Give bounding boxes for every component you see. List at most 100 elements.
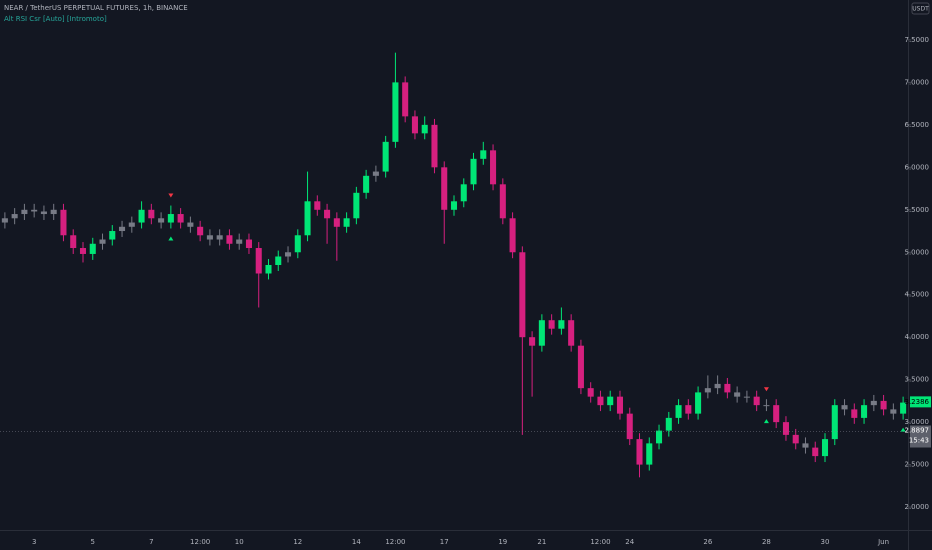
- buy-signal: [168, 236, 174, 241]
- x-tick-label: 12: [293, 538, 302, 546]
- candle-body: [158, 218, 165, 223]
- candle-body: [363, 175, 370, 193]
- indicator-name: Alt RSI Csr [Auto] [Intromoto]: [4, 15, 107, 23]
- candle-body: [206, 235, 213, 240]
- candle-body: [353, 192, 360, 219]
- candle-body: [411, 116, 418, 134]
- y-tick-label: 2.0000: [905, 503, 930, 511]
- candle-body: [314, 201, 321, 210]
- last-price-label: 3.2386: [905, 398, 930, 406]
- candle-body: [812, 447, 819, 457]
- y-tick-label: 5.5000: [905, 206, 930, 214]
- candle-body: [548, 320, 555, 329]
- candle-body: [626, 413, 633, 440]
- candle-body: [343, 218, 350, 227]
- candle-body: [324, 209, 331, 219]
- candle-body: [724, 383, 731, 393]
- x-tick-label: 26: [703, 538, 712, 546]
- x-tick-label: 12:00: [385, 538, 405, 546]
- candle-body: [636, 439, 643, 465]
- candle-body: [841, 405, 848, 410]
- candle-body: [802, 443, 809, 448]
- candle-body: [167, 214, 174, 223]
- y-tick-label: 4.0000: [905, 333, 930, 341]
- candle-body: [656, 430, 663, 444]
- y-tick-label: 3.5000: [905, 376, 930, 384]
- candle-body: [304, 201, 311, 236]
- candle-body: [890, 409, 897, 414]
- candle-body: [460, 184, 467, 202]
- candle-body: [60, 209, 67, 236]
- candle-body: [89, 243, 96, 254]
- candle-body: [665, 417, 672, 431]
- candle-body: [470, 158, 477, 185]
- candle-body: [616, 396, 624, 414]
- x-tick-label: 3: [32, 538, 36, 546]
- candle-body: [675, 405, 682, 418]
- candle-body: [70, 235, 77, 249]
- candle-body: [31, 209, 38, 212]
- x-tick-label: 5: [91, 538, 95, 546]
- candle-body: [402, 82, 409, 117]
- last-price-badge: [910, 396, 931, 408]
- x-tick-label: 28: [762, 538, 771, 546]
- candle-body: [226, 235, 233, 244]
- candle-body: [490, 150, 497, 185]
- countdown-label: 15:43: [909, 436, 929, 444]
- candle-body: [734, 392, 741, 397]
- candle-body: [216, 235, 223, 240]
- y-tick-label: 5.0000: [905, 248, 930, 256]
- candle-body: [568, 320, 575, 346]
- candle-body: [773, 405, 780, 423]
- candle-body: [21, 209, 28, 215]
- candle-body: [577, 345, 584, 389]
- y-tick-label: 6.0000: [905, 163, 930, 171]
- candle-body: [685, 405, 692, 414]
- candle-body: [499, 184, 506, 219]
- candle-body: [753, 396, 760, 406]
- candle-body: [880, 400, 887, 410]
- sell-signal: [168, 193, 174, 198]
- candle-body: [40, 211, 47, 215]
- chart-title: NEAR / TetherUS PERPETUAL FUTURES, 1h, B…: [4, 4, 188, 12]
- y-tick-label: 3.0000: [905, 418, 930, 426]
- candle-body: [831, 405, 838, 440]
- candle-body: [382, 141, 389, 172]
- candle-body: [743, 396, 750, 398]
- candle-body: [138, 209, 145, 223]
- candle-body: [187, 222, 194, 227]
- candle-body: [607, 396, 614, 406]
- candle-body: [870, 400, 877, 406]
- candle-body: [421, 124, 428, 134]
- candle-body: [704, 388, 711, 393]
- candle-body: [255, 248, 262, 274]
- y-tick-label: 2.5000: [905, 461, 930, 469]
- candle-body: [372, 171, 379, 176]
- candle-body: [763, 405, 770, 407]
- candle-body: [333, 218, 340, 227]
- candle-body: [99, 239, 106, 244]
- candle-body: [294, 235, 301, 253]
- candle-body: [79, 248, 87, 254]
- candle-body: [441, 167, 448, 210]
- x-tick-label: 12:00: [590, 538, 610, 546]
- candle-body: [50, 209, 57, 215]
- candle-body: [538, 320, 545, 346]
- candle-body: [128, 222, 135, 227]
- candle-body: [782, 422, 789, 435]
- candle-body: [119, 226, 126, 232]
- x-tick-label: 7: [149, 538, 153, 546]
- x-tick-label: 14: [352, 538, 361, 546]
- candle-body: [558, 320, 565, 329]
- reference-badge: [910, 425, 931, 448]
- candle-body: [714, 383, 721, 389]
- buy-signal: [763, 419, 769, 424]
- candle-body: [792, 434, 799, 444]
- candle-body: [509, 218, 516, 253]
- x-tick-label: 30: [821, 538, 830, 546]
- candle-body: [275, 256, 282, 265]
- x-tick-label: 21: [537, 538, 546, 546]
- candle-body: [695, 392, 702, 414]
